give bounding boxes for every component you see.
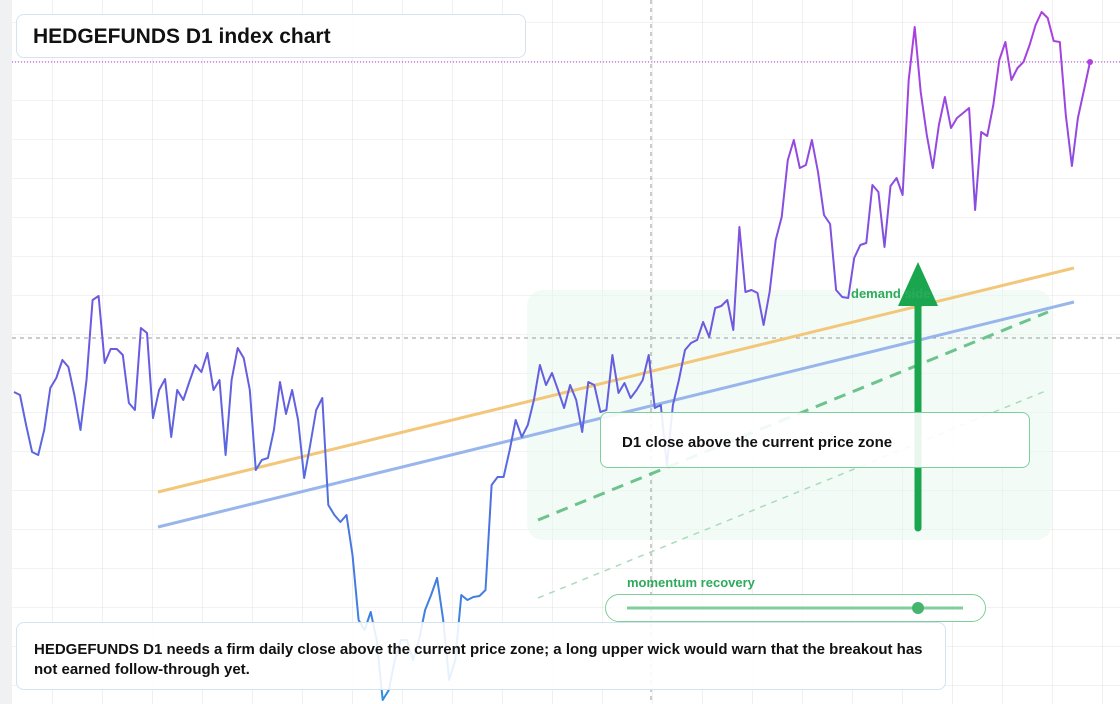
edge <box>0 0 12 704</box>
slider-knob <box>912 602 924 614</box>
zone-label: demand side <box>851 286 931 301</box>
footnote: HEDGEFUNDS D1 needs a firm daily close a… <box>16 622 946 690</box>
price-line <box>13 11 1091 701</box>
momentum-label: momentum recovery <box>627 575 755 590</box>
chart-title: HEDGEFUNDS D1 index chart <box>16 14 526 58</box>
trend-dashed <box>537 310 1049 522</box>
slider-graphic <box>627 602 963 614</box>
momentum-slider <box>605 594 986 622</box>
callout: D1 close above the current price zone <box>600 412 1030 468</box>
arrow-head <box>898 262 938 306</box>
last-price-dot <box>1087 59 1093 65</box>
